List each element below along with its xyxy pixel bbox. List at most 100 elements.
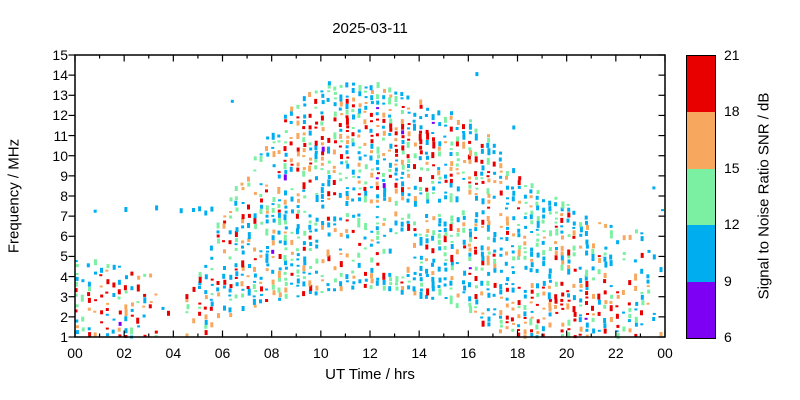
data-point: [124, 207, 128, 212]
data-point: [425, 258, 428, 262]
data-point: [155, 205, 159, 211]
data-point: [234, 247, 238, 251]
data-point: [548, 298, 552, 302]
data-point: [480, 159, 484, 164]
data-point: [554, 202, 558, 207]
data-point: [584, 274, 588, 281]
data-point: [628, 234, 632, 240]
data-point: [560, 281, 564, 286]
data-point: [345, 274, 349, 280]
data-point: [567, 293, 570, 298]
data-point: [634, 308, 638, 311]
data-point: [529, 195, 533, 199]
data-point: [505, 287, 509, 292]
data-point: [523, 247, 527, 250]
data-point: [210, 293, 214, 296]
data-point: [326, 249, 330, 257]
data-point: [406, 141, 410, 148]
data-point: [308, 224, 312, 230]
data-point: [474, 156, 478, 163]
data-point: [486, 224, 490, 232]
data-point: [352, 275, 356, 279]
data-point: [456, 172, 460, 175]
data-point: [418, 156, 422, 161]
data-point: [463, 270, 467, 276]
data-point: [437, 233, 441, 239]
data-point: [296, 258, 300, 261]
data-point: [370, 150, 373, 154]
data-point: [375, 280, 379, 286]
data-point: [566, 218, 570, 223]
data-point: [585, 269, 589, 277]
data-point: [640, 268, 644, 274]
data-point: [209, 306, 213, 311]
data-point: [438, 151, 441, 157]
data-point: [309, 230, 313, 233]
data-point: [358, 156, 362, 161]
data-point: [369, 186, 373, 189]
data-point: [260, 221, 264, 225]
data-point: [297, 198, 300, 203]
data-point: [136, 284, 140, 292]
data-point: [517, 314, 521, 319]
data-point: [455, 249, 459, 255]
data-point: [333, 266, 337, 271]
data-point: [652, 186, 656, 190]
data-point: [524, 212, 528, 215]
data-point: [277, 230, 281, 235]
data-point: [492, 143, 496, 148]
data-point: [363, 236, 367, 240]
data-point: [425, 244, 429, 250]
data-point: [284, 226, 288, 230]
data-point: [383, 197, 387, 201]
data-point: [480, 280, 484, 286]
data-point: [364, 96, 368, 99]
data-point: [425, 214, 429, 218]
data-point: [315, 195, 319, 202]
data-point: [640, 252, 644, 258]
data-point: [75, 330, 79, 335]
data-point: [524, 201, 528, 204]
data-point: [603, 256, 607, 262]
data-point: [154, 335, 158, 338]
data-point: [302, 189, 306, 192]
data-point: [394, 131, 398, 136]
data-point: [388, 248, 392, 254]
x-tick-label: 14: [411, 345, 427, 361]
data-point: [376, 235, 380, 240]
data-point: [530, 316, 534, 319]
data-point: [512, 168, 516, 174]
data-point: [283, 199, 287, 205]
data-point: [363, 247, 367, 250]
data-point: [254, 224, 258, 230]
data-point: [75, 264, 79, 268]
data-point: [260, 293, 263, 296]
data-point: [499, 324, 503, 328]
data-point: [290, 106, 294, 112]
data-point: [283, 174, 287, 181]
data-point: [265, 189, 268, 193]
data-point: [253, 169, 257, 172]
data-point: [401, 196, 405, 201]
data-point: [339, 217, 343, 221]
y-tick-label: 14: [52, 67, 68, 84]
data-point: [481, 210, 485, 215]
data-point: [277, 209, 281, 213]
data-point: [75, 260, 78, 263]
data-point: [591, 266, 595, 271]
data-point: [511, 266, 515, 269]
data-point: [560, 298, 564, 302]
data-point: [462, 215, 466, 220]
data-point: [272, 164, 276, 168]
data-point: [75, 293, 78, 297]
data-point: [308, 220, 312, 224]
data-point: [253, 273, 257, 278]
data-point: [117, 265, 121, 268]
y-tick-label: 2: [60, 308, 68, 325]
data-point: [486, 255, 490, 261]
data-point: [284, 210, 288, 214]
data-point: [572, 226, 576, 229]
data-point: [407, 107, 410, 110]
data-point: [105, 313, 109, 316]
data-point: [591, 249, 595, 254]
